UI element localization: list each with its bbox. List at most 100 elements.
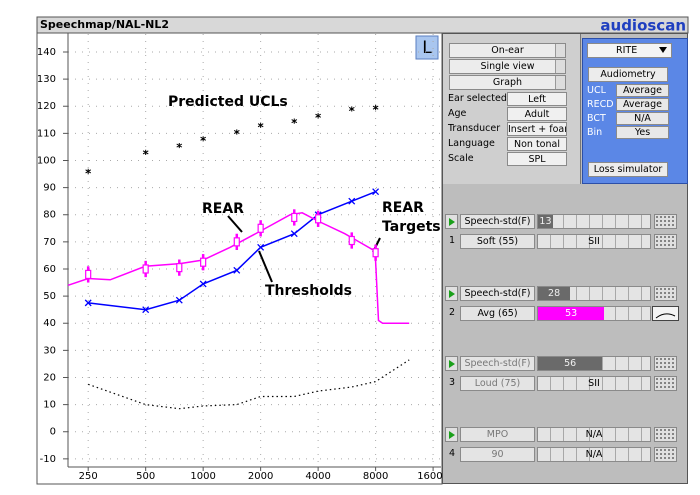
preset-field[interactable]: 90 [460, 447, 535, 462]
play-icon[interactable] [449, 290, 455, 298]
y-tick-label: 100 [37, 155, 56, 166]
play-button[interactable] [445, 286, 458, 301]
threshold-marker [348, 197, 356, 205]
x-tick-label: 250 [79, 471, 98, 482]
threshold-marker [199, 280, 207, 288]
preset-field[interactable]: Loud (75) [460, 376, 535, 391]
dropdown-arrow[interactable] [659, 47, 667, 53]
y-tick-label: 50 [43, 291, 56, 302]
sii-bar [538, 307, 605, 320]
setting-value[interactable]: Left [507, 92, 567, 106]
annotation: Predicted UCLs [168, 94, 288, 110]
hearing-label: UCL [587, 85, 606, 96]
setting-label: Scale [448, 153, 474, 164]
preset-field[interactable]: Soft (55) [460, 234, 535, 249]
button-handle[interactable] [555, 76, 565, 89]
ucl-marker [291, 118, 298, 124]
options-button[interactable] [654, 376, 677, 391]
ear-button-label[interactable]: L [422, 38, 432, 58]
level-value: 28 [548, 288, 561, 299]
target-marker [257, 223, 264, 233]
hearing-value[interactable]: Yes [616, 126, 669, 139]
target-marker [348, 235, 355, 246]
setting-value[interactable]: Adult [507, 107, 567, 121]
play-button[interactable] [445, 214, 458, 229]
threshold-marker [290, 230, 298, 238]
x-tick-label: 2000 [248, 471, 273, 482]
button-handle[interactable] [555, 44, 565, 57]
play-button[interactable] [445, 356, 458, 371]
y-tick-label: 40 [43, 318, 56, 329]
annotation: REAR Targets [382, 200, 441, 235]
play-icon[interactable] [449, 360, 455, 368]
threshold-marker [233, 266, 241, 274]
y-tick-label: 30 [43, 345, 56, 356]
metric-field: SII [537, 234, 651, 249]
options-button[interactable] [654, 234, 677, 249]
setting-value[interactable]: SPL [507, 152, 567, 166]
annotation-arrow [227, 215, 243, 233]
annotation: Thresholds [265, 283, 352, 299]
stimulus-field[interactable]: Speech-std(F) [460, 356, 535, 371]
sii-value: 53 [565, 308, 578, 319]
options-button[interactable] [654, 286, 677, 301]
target-marker [200, 257, 207, 267]
ucl-marker [315, 113, 321, 119]
level-field: 28 [537, 286, 651, 301]
ucl-marker [233, 129, 240, 135]
view-button[interactable]: On-ear [449, 43, 566, 58]
test-number: 1 [449, 235, 456, 246]
setting-value[interactable]: Non tonal [507, 137, 567, 151]
control-panel: On-ear Single view Graph Ear selected Left Ag… [442, 33, 688, 484]
stimulus-field[interactable]: Speech-std(F) [460, 286, 535, 301]
annotation-arrow [258, 250, 273, 283]
x-tick-label: 16000 [417, 471, 449, 482]
ucl-marker [257, 122, 264, 128]
audiometry-button[interactable]: Audiometry [588, 67, 668, 82]
level-value: N/A [585, 429, 603, 440]
options-button[interactable] [654, 427, 677, 442]
setting-value[interactable]: Insert + foam [507, 122, 567, 136]
y-tick-label: 0 [50, 427, 56, 438]
hearing-value[interactable]: Average [616, 84, 669, 97]
stimulus-field[interactable]: Speech-std(F) [460, 214, 535, 229]
level-value: 13 [539, 216, 552, 227]
stimulus-field[interactable]: MPO [460, 427, 535, 442]
graph-icon[interactable] [653, 309, 678, 322]
hearing-label: RECD [587, 99, 614, 110]
y-tick-label: 60 [43, 264, 56, 275]
view-button[interactable]: Graph [449, 75, 566, 90]
y-tick-label: 90 [43, 183, 56, 194]
button-handle[interactable] [555, 60, 565, 73]
hearing-value[interactable]: Average [616, 98, 669, 111]
graph-button[interactable] [652, 306, 679, 321]
options-button[interactable] [654, 356, 677, 371]
hearing-value[interactable]: N/A [616, 112, 669, 125]
setting-label: Age [448, 108, 467, 119]
play-icon[interactable] [449, 218, 455, 226]
metric-value: N/A [585, 449, 603, 460]
view-button[interactable]: Single view [449, 59, 566, 74]
metric-value: SII [588, 378, 600, 389]
setting-label: Ear selected [448, 93, 507, 104]
y-tick-label: 20 [43, 372, 56, 383]
loss-simulator-button[interactable]: Loss simulator [588, 162, 668, 177]
target-marker [372, 248, 379, 258]
target-marker [315, 214, 322, 224]
level-bar [538, 215, 553, 228]
hearing-label: Bin [587, 127, 603, 138]
options-button[interactable] [654, 214, 677, 229]
ucl-marker [85, 168, 92, 174]
threshold-marker [372, 188, 380, 196]
play-icon[interactable] [449, 431, 455, 439]
ear-button[interactable] [415, 35, 439, 60]
play-button[interactable] [445, 427, 458, 442]
options-button[interactable] [654, 447, 677, 462]
ucl-marker [142, 149, 149, 155]
instrument-dropdown[interactable]: RITE [587, 43, 672, 58]
hearing-label: BCT [587, 113, 606, 124]
level-bar [538, 357, 603, 370]
preset-field[interactable]: Avg (65) [460, 306, 535, 321]
